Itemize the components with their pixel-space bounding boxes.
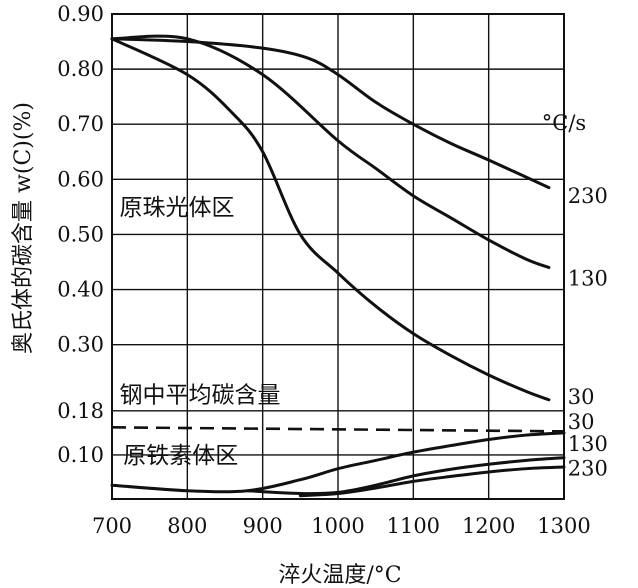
- y-tick-label: 0.90: [57, 2, 104, 26]
- x-ticks: 700 800 900 1000 1100 1200 1300: [92, 514, 591, 538]
- region-label: 原珠光体区: [120, 195, 235, 221]
- y-tick-label: 0.40: [57, 278, 104, 302]
- x-tick-label: 800: [167, 514, 207, 538]
- plot-frame: [111, 13, 565, 500]
- x-tick-label: 1300: [537, 514, 590, 538]
- reference-line: [111, 426, 565, 433]
- x-tick-label: 700: [92, 514, 132, 538]
- x-axis-title: 淬火温度/°C: [278, 563, 401, 588]
- curve-pearlite-30: [110, 37, 551, 402]
- average-carbon-dashed-line: [111, 426, 565, 433]
- y-axis-title: 奥氏体的碳含量 w(C)(%): [11, 102, 36, 354]
- series-curves: [110, 34, 566, 498]
- series-label-30: 30: [568, 410, 595, 434]
- x-tick-label: 900: [243, 514, 283, 538]
- region-label: 原铁素体区: [123, 443, 238, 469]
- curve-ferrite-30: [110, 431, 566, 494]
- y-tick-label: 0.70: [57, 112, 104, 136]
- y-tick-label: 0.18: [57, 399, 104, 423]
- y-tick-label: 0.60: [57, 167, 104, 191]
- curve-ferrite-130: [246, 456, 566, 496]
- y-ticks: 0.10 0.18 0.30 0.40 0.50 0.60 0.70 0.80 0.90: [57, 2, 104, 467]
- grid-lines: [111, 13, 565, 499]
- curve-ferrite-230: [298, 465, 566, 498]
- y-tick-label: 0.50: [57, 222, 104, 246]
- series-label-30: 30: [568, 385, 595, 409]
- x-tick-label: 1000: [311, 514, 364, 538]
- y-tick-label: 0.80: [57, 57, 104, 81]
- x-tick-label: 1200: [462, 514, 515, 538]
- y-tick-label: 0.10: [57, 443, 104, 467]
- unit-label: °C/s: [542, 111, 586, 135]
- x-tick-label: 1100: [387, 514, 440, 538]
- curve-pearlite-230: [110, 37, 551, 190]
- curve-pearlite-130: [110, 34, 551, 270]
- series-label-130: 130: [568, 432, 608, 456]
- y-tick-label: 0.30: [57, 333, 104, 357]
- series-label-230: 230: [568, 457, 608, 481]
- series-label-230: 230: [568, 184, 608, 208]
- series-label-130: 130: [568, 267, 608, 291]
- region-label: 钢中平均碳含量: [120, 382, 281, 408]
